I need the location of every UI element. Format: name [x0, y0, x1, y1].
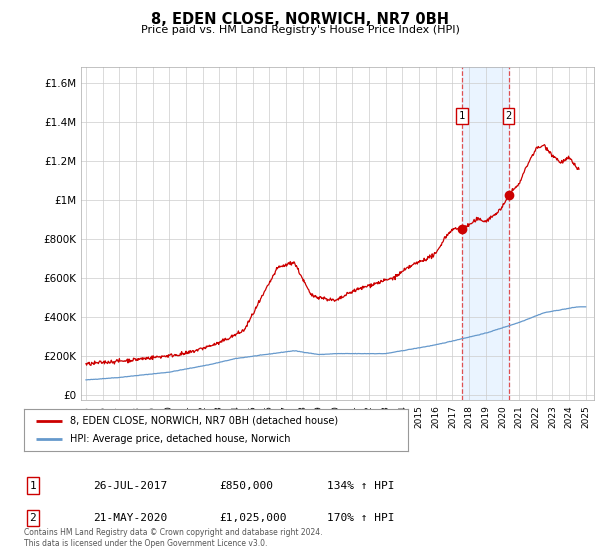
Text: 26-JUL-2017: 26-JUL-2017 — [93, 480, 167, 491]
Text: HPI: Average price, detached house, Norwich: HPI: Average price, detached house, Norw… — [70, 434, 290, 444]
Text: 1: 1 — [29, 480, 37, 491]
Text: Contains HM Land Registry data © Crown copyright and database right 2024.
This d: Contains HM Land Registry data © Crown c… — [24, 528, 323, 548]
Text: 134% ↑ HPI: 134% ↑ HPI — [327, 480, 395, 491]
Bar — [462, 67, 509, 400]
Text: £1,025,000: £1,025,000 — [219, 513, 287, 523]
Text: 2: 2 — [29, 513, 37, 523]
Text: 21-MAY-2020: 21-MAY-2020 — [93, 513, 167, 523]
Text: 1: 1 — [459, 111, 465, 121]
Text: 170% ↑ HPI: 170% ↑ HPI — [327, 513, 395, 523]
Text: Price paid vs. HM Land Registry's House Price Index (HPI): Price paid vs. HM Land Registry's House … — [140, 25, 460, 35]
Text: 2: 2 — [506, 111, 512, 121]
Text: 8, EDEN CLOSE, NORWICH, NR7 0BH (detached house): 8, EDEN CLOSE, NORWICH, NR7 0BH (detache… — [70, 416, 338, 426]
Text: 8, EDEN CLOSE, NORWICH, NR7 0BH: 8, EDEN CLOSE, NORWICH, NR7 0BH — [151, 12, 449, 27]
Text: £850,000: £850,000 — [219, 480, 273, 491]
